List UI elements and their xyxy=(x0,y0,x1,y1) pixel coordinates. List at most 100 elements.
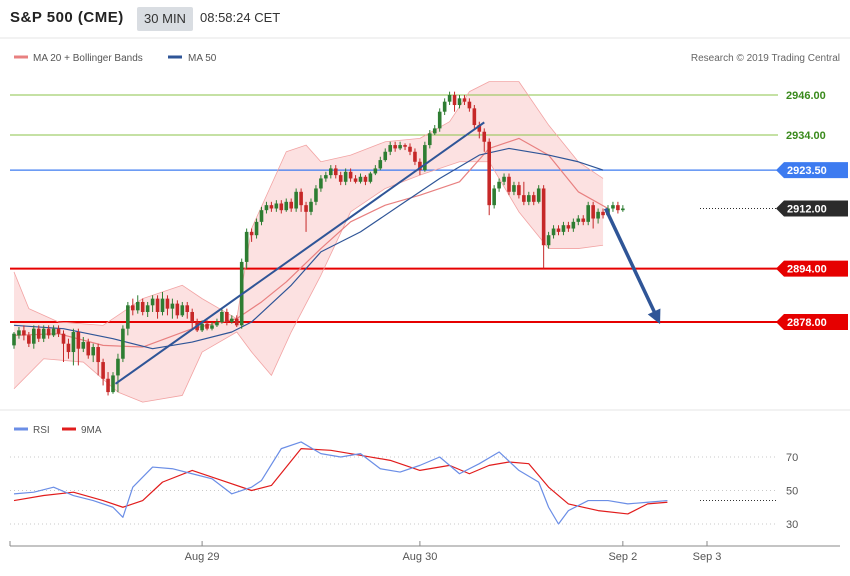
candle-body xyxy=(383,151,388,161)
candle-body xyxy=(299,191,303,206)
candle-body xyxy=(111,375,115,393)
candle-body xyxy=(17,330,21,336)
legend-ma50-label: MA 50 xyxy=(188,53,217,64)
candle-body xyxy=(259,210,264,222)
candle-body xyxy=(274,203,279,209)
candle-body xyxy=(522,195,526,202)
chart-header: S&P 500 (CME) 30 MIN 08:58:24 CET xyxy=(0,0,850,38)
candle-body xyxy=(165,298,170,309)
candle-body xyxy=(329,168,333,176)
candle-body xyxy=(210,325,214,329)
timeframe-button[interactable]: 30 MIN xyxy=(137,7,193,31)
candle-body xyxy=(140,301,145,312)
candle-body xyxy=(621,208,625,211)
candle-body xyxy=(576,218,581,222)
time-axis-labels: Aug 29 Aug 30 Sep 2 Sep 3 xyxy=(9,541,722,563)
candle-body xyxy=(27,335,31,344)
candle-body xyxy=(32,328,36,344)
rsi-chart: 70 50 30 xyxy=(10,441,798,531)
candle-body xyxy=(101,362,105,379)
candle-body xyxy=(36,328,41,339)
candle-body xyxy=(175,303,180,316)
candle-body xyxy=(418,161,422,171)
candle-body xyxy=(61,333,66,344)
candle-body xyxy=(571,221,576,229)
candle-body xyxy=(398,145,402,149)
candle-body xyxy=(566,225,571,229)
candle-body xyxy=(264,205,269,211)
candle-body xyxy=(106,378,110,393)
candle-body xyxy=(388,145,392,152)
candle-body xyxy=(12,333,16,346)
time-tick-label: Sep 2 xyxy=(608,551,637,563)
support-label-2: 2878.00 xyxy=(787,317,827,329)
candle-body xyxy=(66,343,71,353)
candle-body xyxy=(497,181,501,189)
candle-body xyxy=(492,188,496,206)
candle-body xyxy=(225,311,229,322)
candle-body xyxy=(477,125,482,132)
candle-body xyxy=(205,323,209,329)
candle-body xyxy=(170,303,175,309)
candle-body xyxy=(512,185,516,192)
candle-body xyxy=(616,205,620,211)
candle-body xyxy=(536,188,541,202)
candle-body xyxy=(41,328,46,339)
copyright-label: Research © 2019 Trading Central xyxy=(691,53,840,64)
time-tick-label: Sep 3 xyxy=(693,551,722,563)
trendline xyxy=(114,121,485,385)
candle-body xyxy=(437,111,442,129)
candle-body xyxy=(116,358,120,376)
time-tick-label: Aug 30 xyxy=(402,551,437,563)
candle-body xyxy=(180,305,185,316)
candle-body xyxy=(442,101,447,112)
candle-body xyxy=(91,347,95,356)
candle-body xyxy=(244,231,249,262)
candle-body xyxy=(131,305,135,311)
candle-body xyxy=(86,342,91,356)
support-label-2-box xyxy=(776,314,848,330)
candle-body xyxy=(81,342,86,349)
candle-body xyxy=(279,203,284,211)
candle-body xyxy=(338,175,343,182)
candle-body xyxy=(596,211,600,219)
last-price-label: 2912.00 xyxy=(787,204,827,216)
candle-body xyxy=(284,201,289,211)
candle-body xyxy=(482,131,487,142)
symbol-title: S&P 500 (CME) xyxy=(10,9,124,26)
candle-body xyxy=(294,191,298,209)
candle-body xyxy=(343,171,348,182)
candle-body xyxy=(56,328,61,334)
candle-body xyxy=(215,322,219,326)
candle-body xyxy=(487,141,491,206)
candle-body xyxy=(393,145,397,149)
candle-body xyxy=(428,133,432,146)
candle-body xyxy=(517,185,521,196)
resistance-label-2: 2934.00 xyxy=(786,130,826,142)
candle-body xyxy=(309,201,313,212)
candle-body xyxy=(472,108,477,126)
rsi-tick-label: 50 xyxy=(786,486,798,498)
candle-body xyxy=(541,188,546,246)
candle-body xyxy=(403,145,407,147)
time-label: 08:58:24 CET xyxy=(200,10,281,25)
candle-body xyxy=(96,347,100,363)
candle-body xyxy=(373,168,378,174)
bollinger-band-area xyxy=(14,81,604,403)
rsi-tick-label: 70 xyxy=(786,452,798,464)
candle-body xyxy=(304,205,308,212)
candle-body xyxy=(71,332,76,353)
candle-body xyxy=(457,98,462,106)
forecast-arrow-head xyxy=(647,308,661,325)
candle-body xyxy=(358,176,363,182)
candle-body xyxy=(591,205,595,219)
candle-body xyxy=(319,178,323,189)
candle-body xyxy=(586,205,590,222)
candle-body xyxy=(333,168,338,176)
candle-body xyxy=(363,176,368,182)
candle-body xyxy=(423,145,427,171)
candle-body xyxy=(432,128,437,134)
candle-body xyxy=(447,95,452,102)
candle-body xyxy=(378,160,383,169)
